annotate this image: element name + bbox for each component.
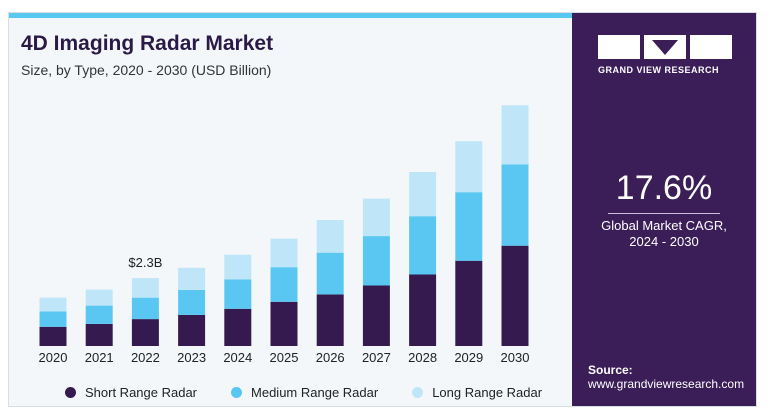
legend-label: Medium Range Radar [251,385,379,400]
bar-2024-medium [224,279,252,309]
legend-label: Long Range Radar [432,385,543,400]
bar-2020-long [39,297,67,312]
chart-panel: 4D Imaging Radar Market Size, by Type, 2… [9,18,572,406]
bar-2021-short [85,323,113,346]
logo-text: GRAND VIEW RESEARCH [598,65,720,75]
bar-2021-long [85,289,113,306]
bar-2021-medium [85,305,113,324]
bar-2027-medium [362,236,390,286]
chart-subtitle: Size, by Type, 2020 - 2030 (USD Billion) [21,62,272,78]
x-tick-label: 2028 [408,350,437,365]
cagr-label-line1: Global Market CAGR, [601,218,727,233]
x-tick-label: 2026 [316,350,345,365]
bar-2024-long [224,254,252,280]
x-tick-label: 2020 [39,350,68,365]
logo-r-block [690,35,732,59]
bar-2029-short [455,260,483,346]
legend-item-short: Short Range Radar [65,385,197,400]
bar-2023-medium [178,289,206,315]
bar-2027-long [362,198,390,237]
legend-label: Short Range Radar [85,385,198,400]
chart-title: 4D Imaging Radar Market [21,32,274,55]
bar-2030-medium [501,164,529,246]
bar-2025-long [270,238,298,268]
x-tick-label: 2021 [85,350,114,365]
cagr-divider [608,213,720,214]
grand-view-research-logo: GRAND VIEW RESEARCH [598,35,734,75]
bar-2028-short [409,274,437,346]
bar-2027-short [362,285,390,346]
bar-2020-short [39,326,67,346]
bar-2026-long [316,220,344,253]
bar-2023-long [178,267,206,290]
bar-2030-long [501,105,529,165]
bar-2028-medium [409,216,437,275]
legend-swatch [412,387,424,398]
bar-2024-short [224,308,252,346]
x-tick-label: 2029 [454,350,483,365]
legend-swatch [231,387,243,398]
bar-2028-long [409,172,437,217]
source-url[interactable]: www.grandviewresearch.com [588,377,745,391]
chart-legend: Short Range Radar Medium Range Radar Long … [65,385,542,400]
legend-item-long: Long Range Radar [412,385,542,400]
stacked-bar-chart: 2020 2021 2022 $2.3B 2023 2024 2025 2026 2027 202… [39,105,530,365]
x-tick-label: 2030 [501,350,530,365]
x-tick-label: 2027 [362,350,391,365]
x-tick-label: 2022 [131,350,160,365]
x-tick-label: 2024 [223,350,252,365]
bar-2026-short [316,294,344,346]
source-label: Source: [588,363,633,377]
chart-card: 4D Imaging Radar Market Size, by Type, 2… [8,12,757,407]
bar-2022-medium [131,297,159,320]
cagr-label: Global Market CAGR, 2024 - 2030 [572,218,756,250]
source-note: Source: www.grandviewresearch.com [588,363,744,391]
bar-2026-medium [316,252,344,295]
x-tick-label: 2023 [177,350,206,365]
brand-panel: GRAND VIEW RESEARCH 17.6% Global Market … [572,13,756,406]
bar-2022-long [131,278,159,298]
bar-2020-medium [39,311,67,327]
data-label-2022: $2.3B [128,255,162,270]
bar-2025-short [270,301,298,346]
x-tick-label: 2025 [270,350,299,365]
cagr-value: 17.6% [615,169,713,207]
legend-item-medium: Medium Range Radar [231,385,378,400]
legend-swatch [65,387,76,398]
bar-2023-short [178,314,206,346]
accent-bar [9,13,572,18]
bar-2022-short [131,319,159,346]
cagr-label-line2: 2024 - 2030 [629,234,699,249]
bar-2029-medium [455,192,483,261]
bar-2025-medium [270,267,298,302]
bar-2030-short [501,245,529,346]
logo-g-block [598,35,640,59]
bar-2029-long [455,141,483,193]
logo-v-block [644,35,686,59]
